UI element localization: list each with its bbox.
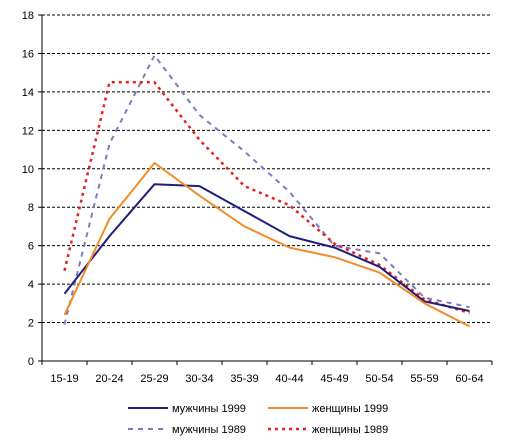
legend-label-4: женщины 1989 <box>312 424 388 436</box>
y-tick-label: 2 <box>28 318 34 330</box>
x-tick-label: 40-44 <box>275 373 303 385</box>
x-tick-label: 55-59 <box>410 373 438 385</box>
y-tick-label: 14 <box>22 87 34 99</box>
legend-label-3: мужчины 1989 <box>172 424 246 436</box>
x-tick-labels: 15-19 20-24 25-29 30-34 35-39 40-44 45-49 50-54… <box>50 373 483 385</box>
series-line-2 <box>63 162 470 328</box>
legend: мужчины 1999 женщины 1999 мужчины 1989 женщ… <box>128 403 388 436</box>
x-tick-label: 25-29 <box>140 373 168 385</box>
x-tick-label: 45-49 <box>320 373 348 385</box>
y-tick-label: 0 <box>28 356 34 368</box>
series-line-1 <box>63 183 470 312</box>
x-tick-label: 35-39 <box>230 373 258 385</box>
legend-label-2: женщины 1999 <box>312 403 388 415</box>
y-tick-label: 16 <box>22 48 34 60</box>
x-tick-label: 15-19 <box>50 373 78 385</box>
legend-label-1: мужчины 1999 <box>172 403 246 415</box>
series-line-4 <box>63 81 470 315</box>
y-tick-label: 8 <box>28 202 34 214</box>
axes <box>38 14 493 365</box>
x-tick-label: 50-54 <box>365 373 393 385</box>
gridlines <box>42 14 492 324</box>
y-tick-label: 10 <box>22 164 34 176</box>
y-tick-label: 18 <box>22 10 34 22</box>
y-tick-label: 12 <box>22 125 34 137</box>
x-tick-label: 20-24 <box>95 373 123 385</box>
y-tick-label: 6 <box>28 241 34 253</box>
y-tick-label: 4 <box>28 279 34 291</box>
x-tick-label: 30-34 <box>185 373 213 385</box>
x-tick-label: 60-64 <box>455 373 483 385</box>
series-lines <box>63 54 470 328</box>
y-tick-labels: 0 2 4 6 8 10 12 14 16 18 <box>22 10 34 368</box>
